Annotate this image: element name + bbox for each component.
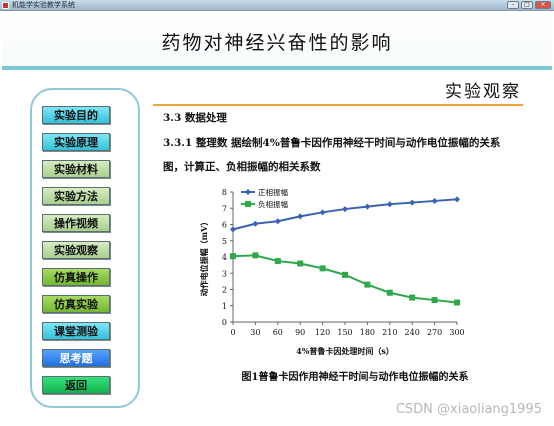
nav-experiment-observation[interactable]: 实验观察: [42, 241, 110, 259]
nav-experiment-principle[interactable]: 实验原理: [42, 133, 110, 151]
page-header: 药物对神经兴奋性的影响: [2, 12, 552, 70]
close-button[interactable]: ×: [535, 1, 551, 9]
y-tick-label: 2: [222, 286, 227, 295]
nav-class-quiz[interactable]: 课堂测验: [42, 322, 110, 340]
data-point: [297, 213, 304, 220]
y-tick-label: 4: [222, 253, 227, 262]
x-tick-label: 150: [337, 328, 352, 337]
app-icon: [2, 2, 9, 9]
x-tick-label: 0: [230, 328, 235, 337]
data-point: [230, 253, 236, 260]
figure-caption: 图1普鲁卡因作用神经干时间与动作电位振幅的关系: [241, 372, 469, 383]
legend-label: 负相振幅: [258, 199, 288, 209]
title-bar: 机能学实验教学系统 – □ ×: [0, 0, 554, 11]
window-title: 机能学实验教学系统: [12, 1, 75, 9]
data-point: [431, 197, 438, 204]
y-tick-label: 3: [222, 269, 227, 278]
window-controls: – □ ×: [507, 1, 551, 9]
y-tick-label: 5: [222, 237, 227, 246]
chart-svg: 0 1 2 3 4 5 6 7 8 0 30 60 90 120 150 180 210 240 270 300 4%普…: [199, 187, 465, 356]
line-chart: 0 1 2 3 4 5 6 7 8 0 30 60 90 120 150 180 210 240 270 300 4%普…: [195, 182, 475, 362]
data-point: [364, 281, 371, 288]
nav-simulation-experiment[interactable]: 仿真实验: [42, 295, 110, 313]
nav-back-button[interactable]: 返回: [42, 376, 110, 394]
x-axis-label: 4%普鲁卡因处理时间（s）: [296, 346, 394, 356]
data-point: [252, 252, 259, 259]
data-point: [274, 218, 281, 225]
x-tick-label: 120: [315, 328, 330, 337]
data-point: [454, 196, 460, 203]
y-tick-label: 7: [222, 204, 227, 213]
x-tick-label: 30: [250, 328, 260, 337]
subheading: 3.3 数据处理: [163, 112, 227, 124]
section-divider: [153, 104, 523, 106]
data-point: [386, 289, 393, 296]
data-point: [409, 199, 416, 206]
y-tick-label: 8: [222, 188, 227, 197]
watermark: CSDN @xiaoliang1995: [395, 402, 542, 417]
data-point: [364, 203, 371, 210]
x-tick-label: 300: [449, 328, 464, 337]
y-tick-label: 1: [222, 302, 227, 311]
body-paragraph: 3.3.1 整理数 据绘制4%普鲁卡因作用神经干时间与动作电位振幅的关系图，计算…: [163, 137, 501, 173]
x-tick-label: 60: [273, 328, 283, 337]
data-point: [409, 294, 416, 301]
nav-experiment-materials[interactable]: 实验材料: [42, 160, 110, 178]
nav-experiment-method[interactable]: 实验方法: [42, 187, 110, 205]
data-point: [342, 271, 348, 278]
data-point: [386, 201, 393, 208]
legend-label: 正相振幅: [258, 187, 288, 197]
x-tick-label: 270: [427, 328, 442, 337]
x-tick-label: 240: [405, 328, 420, 337]
section-title: 实验观察: [445, 82, 521, 102]
nav-experiment-purpose[interactable]: 实验目的: [42, 106, 110, 124]
nav-operation-video[interactable]: 操作视频: [42, 214, 110, 232]
y-tick-label: 6: [222, 221, 227, 230]
data-point: [431, 297, 438, 304]
y-tick-label: 0: [222, 318, 227, 327]
nav-questions[interactable]: 思考题: [42, 349, 110, 367]
legend-marker: [245, 189, 251, 195]
data-point: [319, 209, 326, 216]
x-tick-label: 210: [382, 328, 397, 337]
page-title: 药物对神经兴奋性的影响: [161, 32, 393, 54]
data-point: [252, 220, 259, 227]
data-point: [274, 258, 281, 265]
y-axis-label: 动作电位振幅（mV）: [199, 218, 209, 297]
nav-simulation-operation[interactable]: 仿真操作: [42, 268, 110, 286]
data-point: [454, 299, 460, 306]
data-point: [230, 226, 236, 233]
series-line-1: [232, 254, 458, 304]
x-tick-label: 180: [360, 328, 375, 337]
maximize-button[interactable]: □: [521, 1, 533, 9]
data-point: [297, 260, 304, 267]
legend-marker: [245, 201, 251, 207]
sidebar-nav: 实验目的 实验原理 实验材料 实验方法 操作视频 实验观察 仿真操作 仿真实验 …: [30, 88, 140, 408]
content-area: 实验观察 3.3 数据处理 3.3.1 整理数 据绘制4%普鲁卡因作用神经干时间…: [153, 74, 523, 414]
data-point: [342, 206, 348, 213]
data-point: [319, 265, 326, 272]
minimize-button[interactable]: –: [507, 1, 519, 9]
x-tick-label: 90: [295, 328, 305, 337]
